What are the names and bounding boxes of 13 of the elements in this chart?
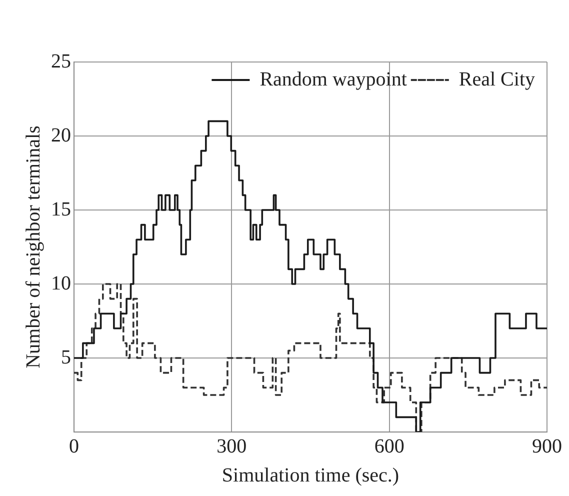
legend-label: Real City <box>458 68 536 90</box>
x-tick-label: 0 <box>69 435 79 458</box>
y-tick-label: 15 <box>51 198 71 220</box>
y-tick-label: 25 <box>51 50 71 72</box>
y-axis-title: Number of neighbor terminals <box>22 125 44 368</box>
y-tick-label: 20 <box>51 124 71 146</box>
x-tick-label: 600 <box>374 435 404 458</box>
x-tick-label: 300 <box>216 435 247 458</box>
y-tick-label: 10 <box>51 272 71 294</box>
legend-label: Random waypoint <box>260 68 408 90</box>
x-tick-label: 900 <box>532 435 562 458</box>
y-tick-label: 5 <box>61 346 71 368</box>
x-axis-title: Simulation time (sec.) <box>222 464 400 486</box>
